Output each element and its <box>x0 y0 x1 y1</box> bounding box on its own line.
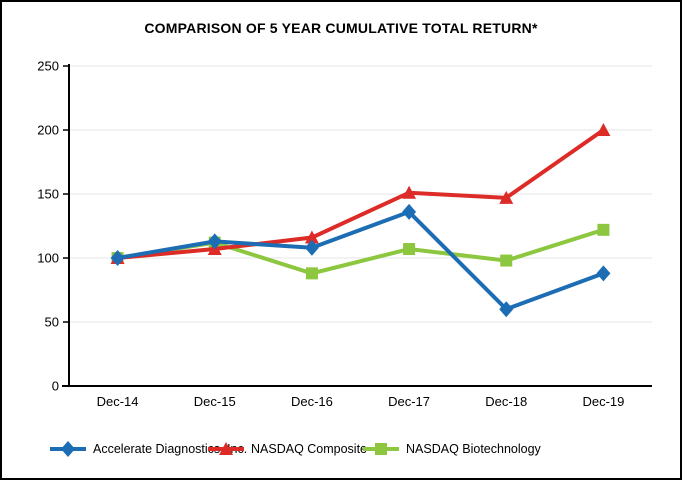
series-2-marker-square <box>305 267 318 280</box>
series-0-marker-diamond <box>207 233 222 250</box>
series-0-marker-diamond <box>304 239 319 256</box>
series-0-marker-diamond <box>596 265 611 282</box>
y-tick-label: 200 <box>37 123 59 138</box>
y-tick-label: 250 <box>37 59 59 74</box>
y-tick-label: 50 <box>45 315 59 330</box>
x-tick-label: Dec-16 <box>291 394 333 409</box>
x-tick-label: Dec-19 <box>582 394 624 409</box>
series-0-marker-diamond <box>499 301 514 318</box>
legend-triangle-swatch-icon <box>208 442 244 455</box>
y-tick-label: 100 <box>37 251 59 266</box>
legend-diamond-swatch-icon <box>50 441 86 457</box>
legend-item-1: NASDAQ Composite <box>208 441 367 457</box>
y-tick-label: 150 <box>37 187 59 202</box>
series-line-1 <box>117 128 605 260</box>
series-2-marker-square <box>500 254 513 267</box>
series-1-marker-triangle <box>402 185 417 199</box>
y-tick-label: 0 <box>52 379 59 394</box>
legend-label: Accelerate Diagnostics, Inc. <box>93 442 248 456</box>
series-2-marker-square <box>597 223 610 236</box>
legend-square-swatch-icon <box>363 443 399 455</box>
series-1-marker-triangle <box>499 190 514 204</box>
series-2-marker-square <box>403 243 416 256</box>
legend-item-2: NASDAQ Biotechnology <box>363 441 541 457</box>
legend-item-0: Accelerate Diagnostics, Inc. <box>50 441 247 457</box>
legend-marker-diamond <box>61 441 75 457</box>
x-tick-label: Dec-15 <box>194 394 236 409</box>
legend-label: NASDAQ Biotechnology <box>406 442 541 456</box>
chart-title: COMPARISON OF 5 YEAR CUMULATIVE TOTAL RE… <box>144 20 538 36</box>
legend-marker-square <box>375 443 387 455</box>
x-tick-label: Dec-17 <box>388 394 430 409</box>
series-0-marker-diamond <box>402 203 417 220</box>
series-line-0 <box>117 209 605 312</box>
series-0-marker-diamond <box>110 250 125 266</box>
series-1-marker-triangle <box>596 123 611 136</box>
legend-label: NASDAQ Composite <box>251 442 368 456</box>
x-tick-label: Dec-18 <box>485 394 527 409</box>
x-tick-label: Dec-14 <box>97 394 139 409</box>
series-1-marker-triangle <box>304 230 319 244</box>
legend-marker-triangle <box>219 442 233 455</box>
